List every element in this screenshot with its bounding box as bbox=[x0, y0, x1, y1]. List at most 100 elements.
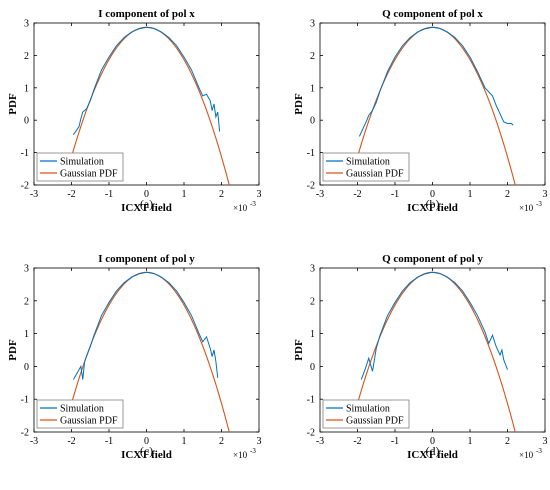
x-exponent-label: ×10 bbox=[519, 203, 534, 213]
series-line-simulation bbox=[358, 26, 514, 137]
series-line-simulation bbox=[72, 26, 221, 136]
x-tick-label: 2 bbox=[505, 436, 510, 447]
y-tick-label: 3 bbox=[24, 264, 29, 275]
x-tick-label: -3 bbox=[316, 436, 324, 447]
x-tick-label: -2 bbox=[353, 436, 361, 447]
y-tick-label: -1 bbox=[21, 395, 29, 406]
panel-caption: (d) bbox=[426, 444, 440, 458]
panel-caption: (a) bbox=[140, 197, 153, 211]
y-axis-label: PDF bbox=[293, 339, 305, 361]
x-tick-label: 0 bbox=[430, 436, 435, 447]
panel-caption: (c) bbox=[140, 444, 153, 458]
x-tick-label: -1 bbox=[105, 436, 113, 447]
y-tick-label: 2 bbox=[24, 296, 29, 307]
legend-box bbox=[322, 399, 410, 429]
x-axis-label: ICXT field bbox=[121, 202, 172, 214]
x-tick-label: -3 bbox=[30, 436, 38, 447]
y-tick-label: 1 bbox=[24, 83, 29, 94]
chart-title: Q component of pol y bbox=[382, 253, 483, 265]
x-tick-label: -1 bbox=[105, 189, 113, 200]
chart-title: Q component of pol x bbox=[382, 8, 483, 20]
x-exponent-power: -3 bbox=[250, 447, 256, 455]
chart-title: I component of pol x bbox=[98, 8, 195, 20]
y-tick-label: -2 bbox=[307, 428, 315, 439]
legend-label-simulation: Simulation bbox=[60, 404, 104, 415]
x-exponent-power: -3 bbox=[536, 200, 542, 208]
x-tick-label: 2 bbox=[219, 436, 224, 447]
y-tick-label: 3 bbox=[24, 19, 29, 30]
y-tick-label: 0 bbox=[24, 362, 29, 373]
chart-title: I component of pol y bbox=[98, 253, 195, 265]
y-tick-label: 3 bbox=[310, 19, 315, 30]
y-tick-label: 0 bbox=[310, 362, 315, 373]
legend-label-gaussian-pdf: Gaussian PDF bbox=[346, 169, 404, 180]
y-tick-label: -1 bbox=[307, 148, 315, 159]
legend-label-gaussian-pdf: Gaussian PDF bbox=[60, 169, 118, 180]
x-axis-label: ICXT field bbox=[407, 202, 458, 214]
x-tick-label: 3 bbox=[257, 436, 262, 447]
chart-panel-4: Q component of pol y-3 -2 -1 0 1 2 3-2-10123IC… bbox=[293, 253, 548, 461]
y-axis-label: PDF bbox=[7, 93, 19, 115]
chart-panel-3: I component of pol y-3 -2 -1 0 1 2 3-2-10123IC… bbox=[7, 253, 262, 461]
series-line-simulation bbox=[360, 271, 508, 380]
x-tick-label: 1 bbox=[468, 189, 473, 200]
y-tick-label: -1 bbox=[307, 395, 315, 406]
y-tick-label: 0 bbox=[310, 116, 315, 127]
y-tick-label: 2 bbox=[310, 296, 315, 307]
x-tick-label: 0 bbox=[144, 436, 149, 447]
panel-caption: (b) bbox=[426, 197, 440, 211]
legend-label-gaussian-pdf: Gaussian PDF bbox=[60, 416, 118, 427]
y-tick-label: 0 bbox=[24, 116, 29, 127]
y-tick-label: 1 bbox=[24, 329, 29, 340]
y-tick-label: -2 bbox=[307, 181, 315, 192]
x-tick-label: 0 bbox=[430, 189, 435, 200]
legend-box bbox=[36, 152, 124, 182]
x-tick-label: -1 bbox=[391, 436, 399, 447]
y-tick-label: 2 bbox=[310, 51, 315, 62]
legend-label-gaussian-pdf: Gaussian PDF bbox=[346, 416, 404, 427]
x-exponent-label: ×10 bbox=[233, 203, 248, 213]
legend-label-simulation: Simulation bbox=[346, 157, 390, 168]
x-tick-label: 2 bbox=[505, 189, 510, 200]
legend-box bbox=[36, 399, 124, 429]
x-tick-label: 2 bbox=[219, 189, 224, 200]
x-tick-label: -2 bbox=[353, 189, 361, 200]
x-exponent-label: ×10 bbox=[519, 450, 534, 460]
x-axis-label: ICXT field bbox=[407, 449, 458, 461]
series-line-simulation bbox=[72, 271, 219, 380]
chart-panel-2: Q component of pol x-3 -2 -1 0 1 2 3-2-10123IC… bbox=[293, 8, 548, 214]
x-tick-label: -3 bbox=[316, 189, 324, 200]
y-tick-label: -2 bbox=[21, 181, 29, 192]
legend-box bbox=[322, 152, 410, 182]
y-tick-label: -2 bbox=[21, 428, 29, 439]
y-axis-label: PDF bbox=[7, 339, 19, 361]
x-axis-label: ICXT field bbox=[121, 449, 172, 461]
y-tick-label: 1 bbox=[310, 329, 315, 340]
chart-panel-1: I component of pol x-3 -2 -1 0 1 2 3-2-10123IC… bbox=[7, 8, 262, 214]
x-exponent-power: -3 bbox=[536, 447, 542, 455]
x-tick-label: 1 bbox=[182, 436, 187, 447]
x-tick-label: -3 bbox=[30, 189, 38, 200]
y-tick-label: 2 bbox=[24, 51, 29, 62]
legend-label-simulation: Simulation bbox=[60, 157, 104, 168]
x-tick-label: -1 bbox=[391, 189, 399, 200]
x-exponent-power: -3 bbox=[250, 200, 256, 208]
x-tick-label: -2 bbox=[67, 436, 75, 447]
x-tick-label: 1 bbox=[182, 189, 187, 200]
y-axis-label: PDF bbox=[293, 93, 305, 115]
y-tick-label: 3 bbox=[310, 264, 315, 275]
x-tick-label: 0 bbox=[144, 189, 149, 200]
x-exponent-label: ×10 bbox=[233, 450, 248, 460]
x-tick-label: 3 bbox=[543, 436, 548, 447]
y-tick-label: 1 bbox=[310, 83, 315, 94]
x-tick-label: 3 bbox=[257, 189, 262, 200]
y-tick-label: -1 bbox=[21, 148, 29, 159]
x-tick-label: -2 bbox=[67, 189, 75, 200]
legend-label-simulation: Simulation bbox=[346, 404, 390, 415]
x-tick-label: 3 bbox=[543, 189, 548, 200]
